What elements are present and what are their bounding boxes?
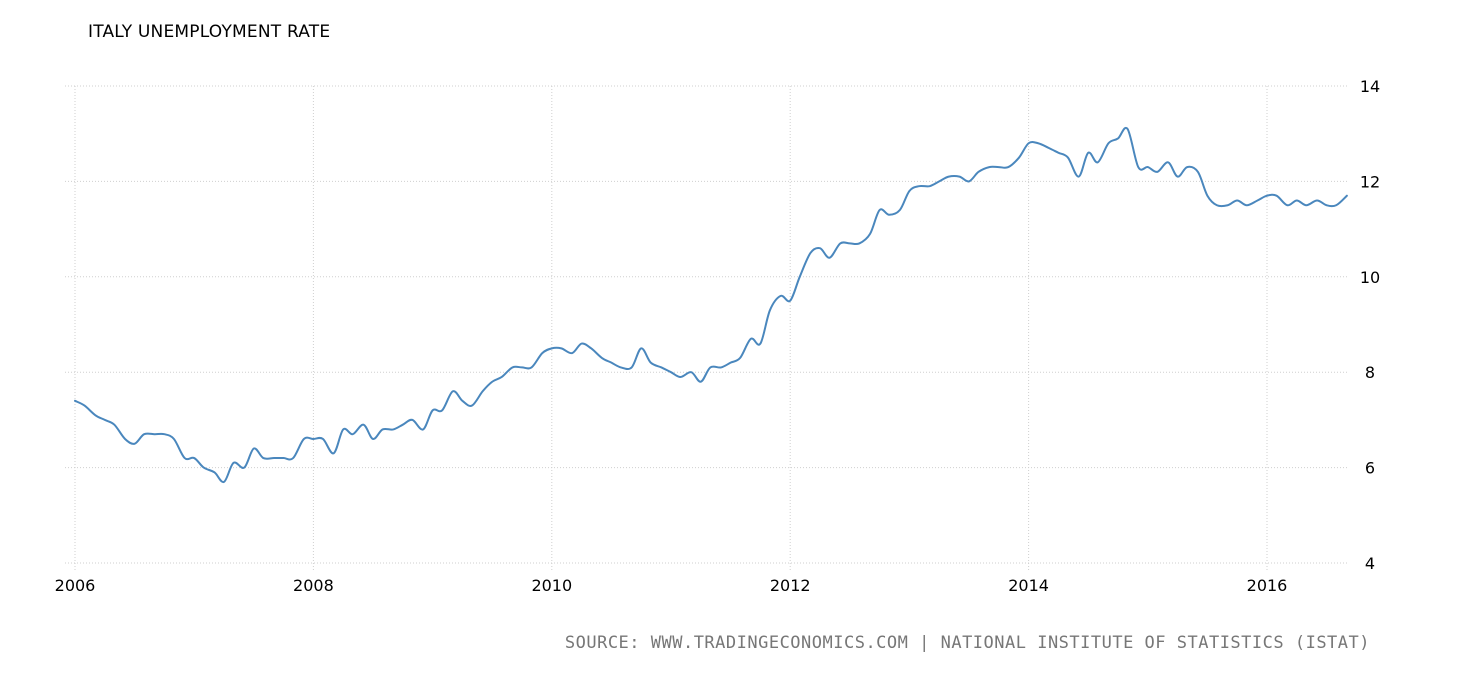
x-tick-label: 2014 — [1008, 576, 1049, 595]
gridlines — [65, 85, 1347, 571]
y-tick-label: 14 — [1360, 77, 1380, 96]
series-line — [74, 126, 1348, 484]
source-attribution: SOURCE: WWW.TRADINGECONOMICS.COM | NATIO… — [564, 633, 1370, 653]
chart-title: ITALY UNEMPLOYMENT RATE — [88, 22, 331, 42]
y-tick-label: 8 — [1365, 363, 1375, 382]
x-tick-label: 2016 — [1247, 576, 1288, 595]
x-tick-label: 2006 — [55, 576, 96, 595]
y-axis-ticks: 4 6 8 10 12 14 — [1360, 77, 1380, 573]
x-tick-label: 2008 — [293, 576, 334, 595]
x-tick-label: 2010 — [531, 576, 572, 595]
y-tick-label: 4 — [1365, 554, 1375, 573]
series-layer — [74, 126, 1348, 484]
y-tick-label: 6 — [1365, 459, 1375, 478]
y-tick-label: 10 — [1360, 268, 1380, 287]
x-tick-label: 2012 — [770, 576, 811, 595]
y-tick-label: 12 — [1360, 172, 1380, 191]
x-axis-ticks: 2006 2008 2010 2012 2014 2016 — [55, 576, 1288, 595]
